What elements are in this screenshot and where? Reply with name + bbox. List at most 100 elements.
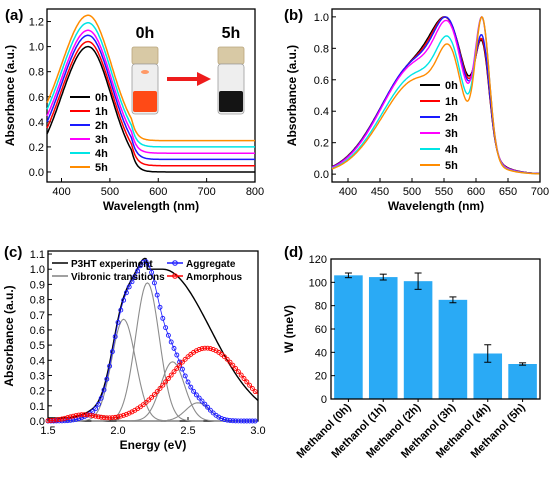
- amorphous-marker: [59, 416, 65, 422]
- aggregate-marker: [247, 418, 253, 424]
- y-tick-label: 0.2: [314, 138, 329, 150]
- amorphous-marker: [93, 413, 99, 419]
- amorphous-marker: [81, 412, 87, 418]
- y-tick-label: 0.6: [30, 325, 45, 337]
- amorphous-marker: [143, 399, 149, 405]
- aggregate-marker: [121, 297, 127, 303]
- x-tick-label: 2.5: [180, 425, 195, 437]
- aggregate-marker: [233, 418, 239, 424]
- aggregate-marker: [202, 401, 208, 407]
- amorphous-marker: [65, 415, 71, 421]
- bar: [508, 364, 537, 399]
- aggregate-marker: [109, 349, 115, 355]
- y-tick-label: 0.0: [29, 167, 44, 179]
- amorphous-marker: [210, 347, 216, 352]
- amorphous-marker: [202, 345, 208, 351]
- aggregate-marker: [193, 392, 199, 398]
- vibronic-peak: [141, 402, 254, 422]
- amorphous-marker: [45, 418, 51, 424]
- y-tick-label: 0.8: [30, 295, 45, 307]
- amorphous-marker: [224, 356, 230, 362]
- amorphous-marker: [101, 415, 107, 421]
- aggregate-marker: [230, 418, 236, 424]
- aggregate-marker: [160, 315, 166, 321]
- aggregate-marker: [79, 415, 85, 421]
- y-tick-label: 1.0: [29, 42, 44, 54]
- amorphous-marker: [76, 412, 82, 418]
- x-tick-label: 400: [339, 186, 357, 198]
- amorphous-marker: [221, 354, 227, 360]
- aggregate-marker: [107, 363, 113, 369]
- amorphous-marker: [230, 362, 236, 368]
- y-tick-label: 0.2: [29, 142, 44, 154]
- x-tick-label: 550: [435, 186, 453, 198]
- legend-label: 4h: [445, 144, 458, 156]
- series-line-5h: [331, 15, 540, 175]
- series-line-0h: [46, 45, 255, 173]
- series-line-2h: [331, 16, 540, 175]
- y-axis-label: Absorbance (a.u.): [3, 45, 17, 146]
- aggregate-marker: [149, 269, 155, 275]
- aggregate-marker: [238, 418, 244, 424]
- plot-frame: [46, 8, 256, 183]
- x-tick-label: 650: [499, 186, 517, 198]
- amorphous-marker: [247, 382, 253, 388]
- series-line-1h: [331, 16, 540, 175]
- legend-label: 5h: [95, 162, 108, 174]
- amorphous-marker: [126, 410, 132, 416]
- aggregate-marker: [188, 384, 194, 390]
- amorphous-marker: [244, 379, 250, 385]
- y-tick-label: 40: [315, 347, 327, 359]
- amorphous-marker: [53, 417, 59, 423]
- amorphous-marker: [62, 415, 68, 421]
- aggregate-marker: [196, 395, 202, 401]
- series-line-2h: [46, 34, 255, 161]
- y-tick-label: 1.1: [30, 249, 45, 261]
- aggregate-marker: [185, 379, 191, 385]
- aggregate-marker: [112, 334, 118, 340]
- x-axis-label: Energy (eV): [120, 438, 187, 452]
- panel-label: (b): [284, 7, 303, 24]
- amorphous-marker: [107, 415, 113, 421]
- aggregate-marker: [101, 387, 107, 393]
- aggregate-marker: [171, 345, 177, 351]
- amorphous-marker: [87, 412, 93, 418]
- aggregate-marker: [135, 268, 141, 274]
- aggregate-marker: [95, 401, 101, 407]
- amorphous-marker: [154, 389, 160, 395]
- y-axis-label: W (meV): [282, 305, 296, 353]
- axes-a: 400 500 600 700 800 0.0 0.2 0.4 0.6 0.8 1.0 1.2 Wave…: [3, 7, 264, 213]
- amorphous-marker: [149, 394, 155, 400]
- inset-label-start: 0h: [136, 25, 155, 42]
- vibronic-peak: [67, 318, 180, 422]
- amorphous-marker: [56, 417, 62, 422]
- amorphous-marker: [196, 347, 202, 352]
- series-line-Amorphous: [48, 347, 259, 422]
- x-tick-label: 500: [101, 186, 119, 198]
- y-tick-label: 0.6: [314, 75, 329, 87]
- amorphous-marker: [123, 411, 129, 417]
- y-tick-label: 0.0: [314, 169, 329, 181]
- vial-cap: [131, 46, 159, 65]
- amorphous-marker: [98, 414, 104, 420]
- amorphous-marker: [70, 413, 76, 419]
- plot-frame: [331, 8, 541, 183]
- amorphous-marker: [151, 392, 157, 397]
- series-line-1h: [46, 40, 255, 167]
- panel-label: (c): [4, 244, 22, 261]
- vial-liquid: [219, 91, 243, 112]
- legend-label: 2h: [95, 120, 108, 132]
- aggregate-marker: [219, 416, 225, 421]
- aggregate-marker: [182, 373, 188, 379]
- aggregate-marker: [115, 319, 121, 325]
- amorphous-marker: [73, 413, 79, 418]
- axes-c: 1.5 2.0 2.5 3.0 0.0 0.1 0.2 0.3 0.4 0.5 0.6 0.7 0.8 0…: [2, 244, 266, 452]
- amorphous-marker: [235, 369, 241, 375]
- inset-label-end: 5h: [222, 25, 241, 42]
- amorphous-marker: [109, 415, 115, 421]
- legend-label: 4h: [95, 148, 108, 160]
- inset-photo: 0h 5h: [131, 25, 245, 115]
- aggregate-marker: [93, 406, 99, 411]
- y-tick-label: 100: [309, 277, 327, 289]
